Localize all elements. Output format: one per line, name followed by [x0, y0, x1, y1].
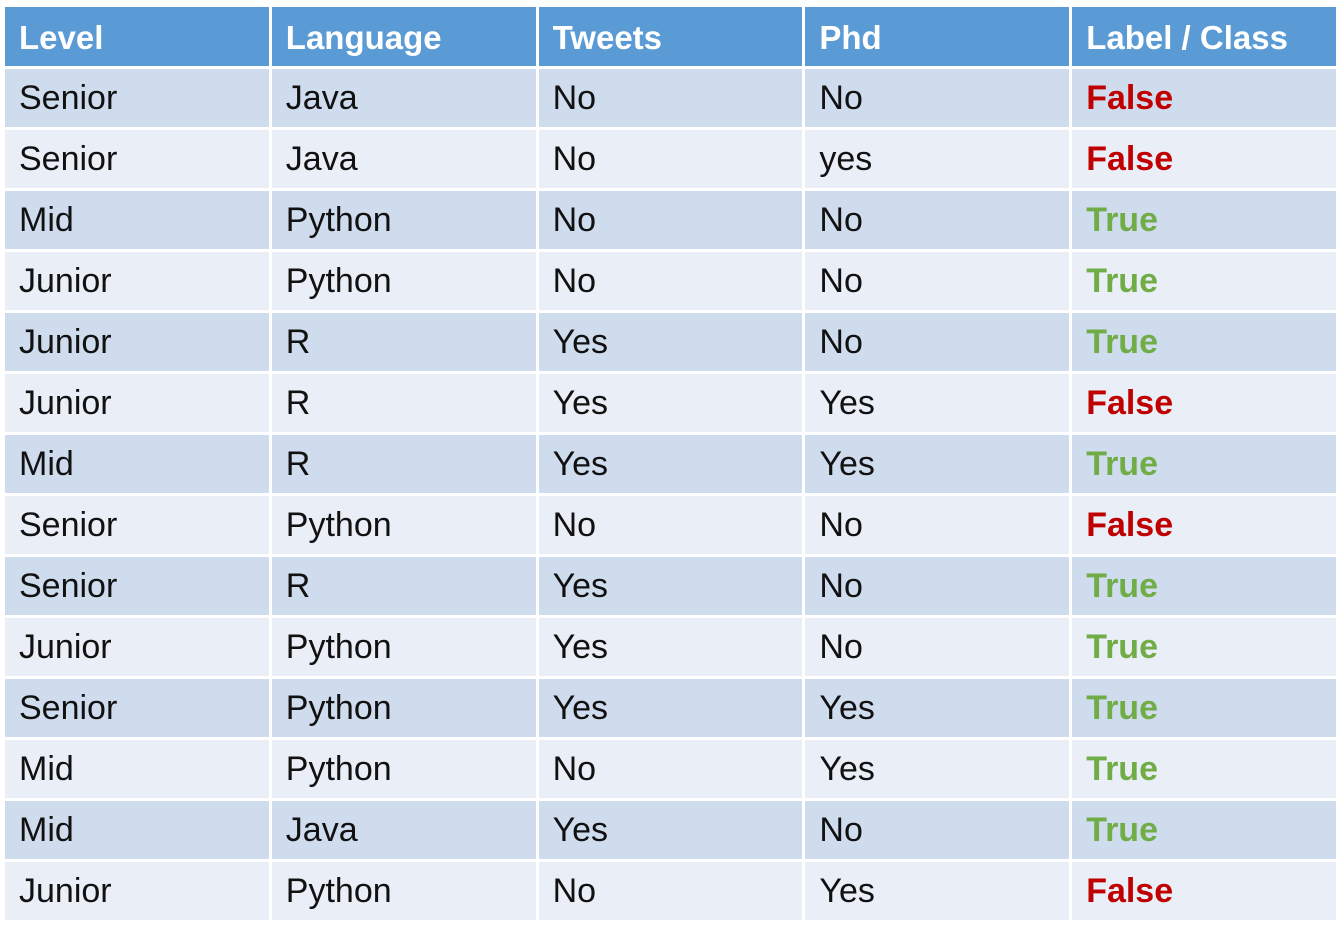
- header-tweets: Tweets: [535, 4, 806, 69]
- level-cell: Mid: [2, 737, 272, 801]
- language-cell: Python: [268, 188, 539, 252]
- table-container: Level Language Tweets Phd Label / Class …: [2, 4, 1339, 923]
- language-cell: Java: [268, 127, 539, 191]
- language-cell: R: [268, 432, 539, 496]
- tweets-cell: No: [535, 249, 806, 313]
- label-cell: True: [1069, 554, 1339, 618]
- phd-cell: Yes: [802, 737, 1073, 801]
- phd-cell: No: [802, 554, 1073, 618]
- language-cell: R: [268, 371, 539, 435]
- phd-cell: No: [802, 66, 1073, 130]
- tweets-cell: Yes: [535, 615, 806, 679]
- header-language: Language: [268, 4, 539, 69]
- level-cell: Senior: [2, 493, 272, 557]
- phd-cell: No: [802, 249, 1073, 313]
- language-cell: Python: [268, 737, 539, 801]
- level-cell: Mid: [2, 798, 272, 862]
- data-table: Level Language Tweets Phd Label / Class …: [2, 4, 1339, 923]
- header-row: Level Language Tweets Phd Label / Class: [2, 4, 1339, 69]
- phd-cell: Yes: [802, 371, 1073, 435]
- table-body: Senior Java No No False Senior Java No yes False M…: [2, 66, 1339, 923]
- language-cell: R: [268, 554, 539, 618]
- tweets-cell: No: [535, 188, 806, 252]
- phd-cell: No: [802, 493, 1073, 557]
- table-row: Senior R Yes No True: [2, 554, 1339, 618]
- label-cell: True: [1069, 676, 1339, 740]
- label-cell: False: [1069, 127, 1339, 191]
- table-row: Senior Python No No False: [2, 493, 1339, 557]
- label-cell: True: [1069, 432, 1339, 496]
- label-cell: True: [1069, 188, 1339, 252]
- label-cell: True: [1069, 310, 1339, 374]
- table-row: Senior Java No No False: [2, 66, 1339, 130]
- header-label-class: Label / Class: [1069, 4, 1339, 69]
- phd-cell: No: [802, 615, 1073, 679]
- tweets-cell: No: [535, 127, 806, 191]
- table-row: Junior Python No No True: [2, 249, 1339, 313]
- level-cell: Junior: [2, 249, 272, 313]
- table-row: Mid Python No Yes True: [2, 737, 1339, 801]
- level-cell: Mid: [2, 432, 272, 496]
- tweets-cell: No: [535, 66, 806, 130]
- language-cell: Python: [268, 676, 539, 740]
- language-cell: R: [268, 310, 539, 374]
- language-cell: Java: [268, 66, 539, 130]
- header-phd: Phd: [802, 4, 1073, 69]
- table-row: Senior Python Yes Yes True: [2, 676, 1339, 740]
- language-cell: Python: [268, 615, 539, 679]
- table-row: Mid R Yes Yes True: [2, 432, 1339, 496]
- label-cell: False: [1069, 493, 1339, 557]
- label-cell: True: [1069, 615, 1339, 679]
- phd-cell: Yes: [802, 432, 1073, 496]
- level-cell: Mid: [2, 188, 272, 252]
- table-row: Junior R Yes No True: [2, 310, 1339, 374]
- tweets-cell: Yes: [535, 554, 806, 618]
- tweets-cell: Yes: [535, 798, 806, 862]
- level-cell: Senior: [2, 554, 272, 618]
- header-level: Level: [2, 4, 272, 69]
- phd-cell: Yes: [802, 859, 1073, 923]
- level-cell: Junior: [2, 615, 272, 679]
- tweets-cell: No: [535, 737, 806, 801]
- tweets-cell: Yes: [535, 676, 806, 740]
- level-cell: Junior: [2, 310, 272, 374]
- table-row: Mid Python No No True: [2, 188, 1339, 252]
- label-cell: True: [1069, 249, 1339, 313]
- label-cell: False: [1069, 371, 1339, 435]
- tweets-cell: Yes: [535, 310, 806, 374]
- label-cell: True: [1069, 798, 1339, 862]
- table-row: Junior Python No Yes False: [2, 859, 1339, 923]
- level-cell: Junior: [2, 859, 272, 923]
- table-row: Mid Java Yes No True: [2, 798, 1339, 862]
- table-row: Junior Python Yes No True: [2, 615, 1339, 679]
- phd-cell: No: [802, 310, 1073, 374]
- language-cell: Python: [268, 493, 539, 557]
- table-row: Junior R Yes Yes False: [2, 371, 1339, 435]
- phd-cell: Yes: [802, 676, 1073, 740]
- language-cell: Python: [268, 249, 539, 313]
- level-cell: Senior: [2, 66, 272, 130]
- level-cell: Senior: [2, 676, 272, 740]
- label-cell: False: [1069, 859, 1339, 923]
- tweets-cell: No: [535, 859, 806, 923]
- phd-cell: No: [802, 798, 1073, 862]
- label-cell: True: [1069, 737, 1339, 801]
- phd-cell: yes: [802, 127, 1073, 191]
- phd-cell: No: [802, 188, 1073, 252]
- table-header: Level Language Tweets Phd Label / Class: [2, 4, 1339, 69]
- tweets-cell: Yes: [535, 371, 806, 435]
- label-cell: False: [1069, 66, 1339, 130]
- table-row: Senior Java No yes False: [2, 127, 1339, 191]
- level-cell: Junior: [2, 371, 272, 435]
- tweets-cell: No: [535, 493, 806, 557]
- language-cell: Python: [268, 859, 539, 923]
- level-cell: Senior: [2, 127, 272, 191]
- language-cell: Java: [268, 798, 539, 862]
- tweets-cell: Yes: [535, 432, 806, 496]
